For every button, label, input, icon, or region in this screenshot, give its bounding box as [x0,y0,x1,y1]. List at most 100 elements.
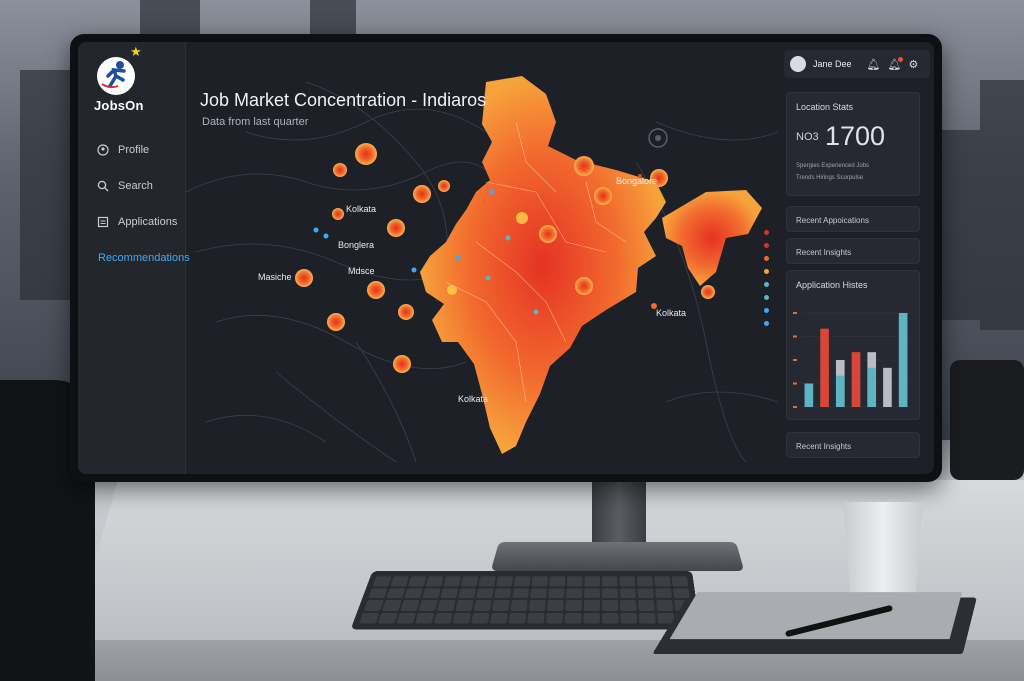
chart-bar[interactable] [898,313,908,407]
chart-bar[interactable] [835,375,845,407]
keyboard-key [476,587,494,599]
keyboard-key [602,587,618,599]
sidebar-item-applications[interactable]: Applications [78,204,185,240]
page-title: Job Market Concentration - Indiaros [200,90,487,110]
city-marker[interactable] [575,277,593,295]
chart-bar[interactable] [820,328,829,407]
keyboard-key [473,599,492,611]
keyboard-key [637,587,654,599]
heatmap-legend [764,230,769,334]
city-marker[interactable] [701,285,715,299]
keyboard-key [527,612,545,624]
sidebar-nav: Profile Search Applications Recommendati… [78,132,190,276]
legend-swatch [764,269,769,274]
keyboard-key [545,612,564,624]
bell-icon[interactable]: 🔔︎ [866,58,881,71]
city-marker[interactable] [367,281,385,299]
monitor: ★ JobsOn Profile Search [70,34,942,482]
card-title: Recent Insights [796,442,852,451]
stat-detail: Spergies Experienced Jobs [796,163,870,169]
keyboard-key [372,576,392,587]
city-marker[interactable] [516,212,528,224]
city-marker[interactable] [398,304,414,320]
city-marker[interactable] [332,208,344,220]
chart-bar[interactable] [867,367,877,407]
location-pin-icon[interactable] [648,128,668,148]
y-tick-mark [793,335,797,338]
city-marker[interactable] [539,225,557,243]
gear-icon[interactable]: ⚙ [908,58,919,71]
city-marker[interactable] [594,187,612,205]
legend-swatch [764,295,769,300]
state-borders [445,121,627,403]
sidebar-item-label: Profile [118,144,150,156]
keyboard-key [452,612,472,624]
keyboard-key [508,612,527,624]
sidebar-item-recommendations[interactable]: Recommendations [78,240,190,276]
keyboard-key [425,576,444,587]
keyboard-key [636,576,653,587]
recent-insights-bottom-card[interactable]: Recent Insights [786,432,920,458]
city-marker[interactable] [650,169,668,187]
search-icon [96,179,110,193]
city-label: Bonglera [338,240,375,250]
keyboard-key [489,612,509,624]
keyboard-key [638,612,656,624]
applications-icon [96,215,110,229]
job-heatmap[interactable] [186,42,778,474]
stat-detail: Trends Hirings Scorpulse [796,175,864,181]
keyboard-key [418,599,438,611]
keyboard-key [458,587,477,599]
runner-logo-icon[interactable] [96,56,136,96]
city-marker[interactable] [438,180,450,192]
avatar[interactable] [790,56,806,72]
user-name[interactable]: Jane Dee [813,59,852,69]
recent-applications-card[interactable]: Recent Appoications [786,206,920,232]
application-history-card: Application Histes [786,270,920,420]
city-marker[interactable] [447,285,457,295]
chart-bar[interactable] [883,367,892,407]
keyboard-key [377,612,398,624]
country-borders [186,81,778,463]
keyboard-key [382,599,402,611]
chart-bar[interactable] [851,352,861,407]
city-label: Mdsce [348,266,375,276]
city-label: Kolkata [346,204,377,214]
northeast-heat-region [662,190,762,286]
city-marker[interactable] [355,143,377,165]
keyboard-key [359,612,380,624]
keyboard-key [619,587,636,599]
keyboard-key [531,576,549,587]
keyboard-key [386,587,406,599]
india-heat-region [420,76,666,454]
city-marker[interactable] [327,313,345,331]
monitor-stand [592,478,646,548]
y-tick-mark [793,406,797,408]
keyboard-key [422,587,441,599]
city-marker[interactable] [387,219,405,237]
keyboard-key [584,576,601,587]
map-panel: Job Market Concentration - Indiaros Data… [186,42,778,474]
keyboard-key [672,587,690,599]
profile-icon [96,143,110,157]
keyboard-key [478,576,496,587]
city-marker[interactable] [333,163,347,177]
chart-bar[interactable] [804,383,814,408]
city-label: Masiche [258,272,292,282]
sidebar-item-search[interactable]: Search [78,168,185,204]
city-marker[interactable] [413,185,431,203]
recent-insights-card[interactable]: Recent Insights [786,238,920,264]
y-tick-mark [793,359,797,361]
application-history-chart[interactable] [787,307,919,417]
notification-bell-icon[interactable]: 🔔︎ [887,56,904,71]
star-icon: ★ [130,44,142,59]
city-label: Bongalore [616,176,658,186]
job-cluster-markers [295,143,715,373]
city-marker[interactable] [393,355,411,373]
right-panel: Jane Dee 🔔︎ 🔔︎ ⚙ Location Stats NO3 1700… [778,42,934,474]
city-marker[interactable] [574,156,594,176]
city-marker[interactable] [295,269,313,287]
keyboard-key [368,587,388,599]
legend-swatch [764,230,769,235]
sidebar-item-profile[interactable]: Profile [78,132,185,168]
